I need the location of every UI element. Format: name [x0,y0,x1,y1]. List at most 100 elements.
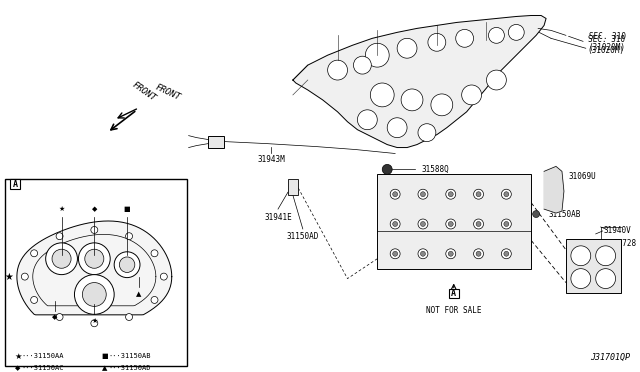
Circle shape [79,243,110,275]
Circle shape [84,249,104,268]
Text: ···31150AB: ···31150AB [108,353,150,359]
Circle shape [596,269,616,289]
Circle shape [476,251,481,256]
Circle shape [161,273,167,280]
Text: ★: ★ [91,318,97,324]
Circle shape [151,250,158,257]
Bar [449,289,459,298]
Circle shape [428,33,446,51]
Text: ◆: ◆ [92,206,97,212]
Circle shape [474,219,483,229]
Text: 31588Q: 31588Q [422,165,450,174]
Circle shape [501,249,511,259]
Text: J31701QP: J31701QP [591,353,630,362]
Circle shape [418,189,428,199]
Circle shape [508,25,524,40]
Text: ★: ★ [4,272,13,282]
Bar [10,179,20,189]
Text: ◆: ◆ [52,314,58,320]
Circle shape [418,219,428,229]
Circle shape [504,221,509,227]
Circle shape [56,314,63,321]
Circle shape [371,83,394,107]
Bar [377,174,531,269]
Circle shape [401,89,423,111]
Circle shape [151,296,158,304]
Circle shape [476,192,481,197]
Circle shape [501,189,511,199]
Circle shape [446,249,456,259]
Bar [209,136,225,148]
Text: ◆: ◆ [15,365,20,371]
Circle shape [74,275,114,314]
Circle shape [532,211,540,218]
Text: 31150AB: 31150AB [548,209,580,219]
Text: ■: ■ [101,353,108,359]
Circle shape [474,189,483,199]
Text: A: A [451,289,456,298]
Text: ★: ★ [58,206,65,212]
Circle shape [390,249,400,259]
Circle shape [397,38,417,58]
Text: ···31150AA: ···31150AA [22,353,65,359]
Circle shape [31,296,38,304]
Polygon shape [17,221,172,315]
Circle shape [461,85,481,105]
Bar [5,179,187,366]
Circle shape [328,60,348,80]
Circle shape [382,164,392,174]
Text: ···31150AD: ···31150AD [108,365,150,371]
Circle shape [446,189,456,199]
Circle shape [488,28,504,43]
Circle shape [504,251,509,256]
Circle shape [418,249,428,259]
Polygon shape [544,166,564,213]
Circle shape [418,124,436,142]
Text: FRONT: FRONT [131,80,157,103]
Circle shape [56,233,63,240]
Circle shape [504,192,509,197]
Text: FRONT: FRONT [154,82,182,102]
Circle shape [393,192,397,197]
Circle shape [125,233,132,240]
Circle shape [486,70,506,90]
Bar [566,239,621,294]
Text: NOT FOR SALE: NOT FOR SALE [426,306,481,315]
Text: 31941E: 31941E [264,212,292,222]
Circle shape [448,221,453,227]
Circle shape [420,251,426,256]
Text: 31940V: 31940V [604,227,632,235]
Circle shape [353,56,371,74]
Circle shape [390,219,400,229]
Text: 31728: 31728 [614,239,637,248]
Circle shape [125,314,132,321]
Circle shape [357,110,377,130]
Circle shape [390,189,400,199]
Text: ■: ■ [124,206,131,212]
Circle shape [114,252,140,278]
Circle shape [420,192,426,197]
Text: SEC. 310
(31020M): SEC. 310 (31020M) [589,32,626,52]
Text: ···31150AC: ···31150AC [22,365,65,371]
Circle shape [431,94,452,116]
Circle shape [393,251,397,256]
Circle shape [456,29,474,47]
Text: 31943M: 31943M [257,155,285,164]
Circle shape [448,192,453,197]
Bar [288,179,298,195]
Circle shape [446,219,456,229]
Circle shape [365,43,389,67]
Circle shape [501,219,511,229]
Circle shape [476,221,481,227]
Text: ▲: ▲ [136,292,141,298]
Circle shape [571,246,591,266]
Circle shape [91,227,98,233]
Text: ★: ★ [14,352,22,360]
Circle shape [21,273,28,280]
Circle shape [31,250,38,257]
Text: 31150AD: 31150AD [287,232,319,241]
Circle shape [420,221,426,227]
Circle shape [387,118,407,138]
Circle shape [45,243,77,275]
Polygon shape [293,16,546,148]
